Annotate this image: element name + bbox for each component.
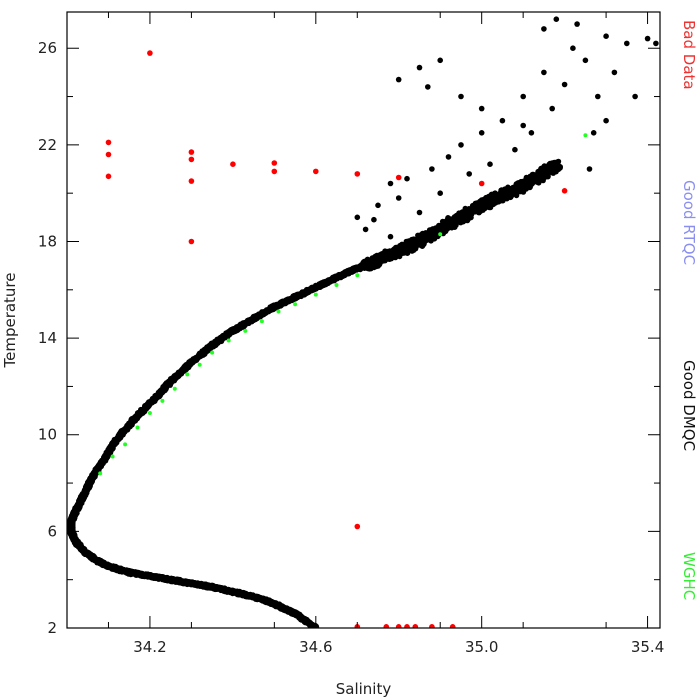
series-good-dmqc [67, 16, 659, 628]
chart-marks [67, 16, 659, 628]
